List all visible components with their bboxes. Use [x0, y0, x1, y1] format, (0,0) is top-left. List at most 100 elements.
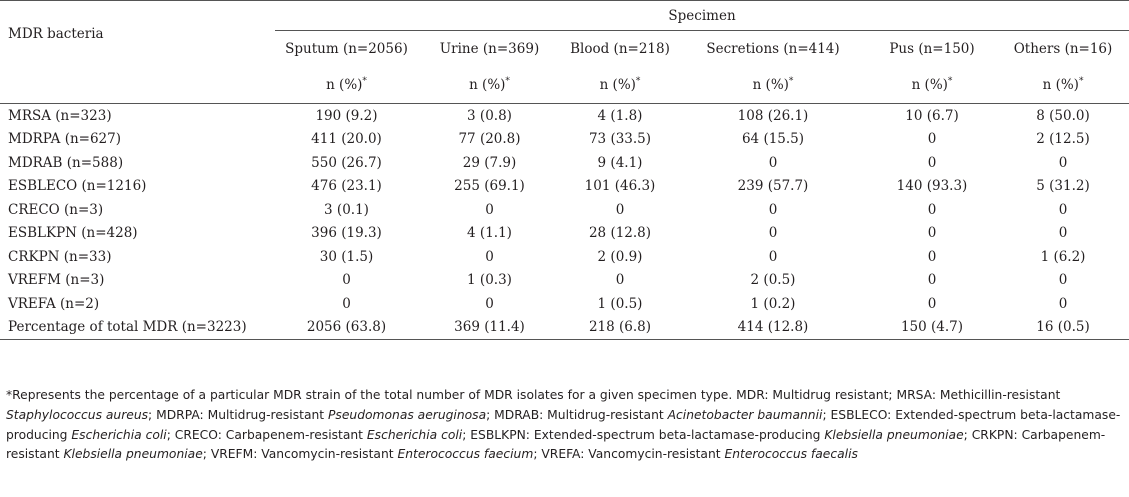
- table-cell: 0: [1058, 201, 1068, 218]
- footnote-text: ; VREFM: Vancomycin-resistant: [202, 447, 398, 462]
- table-cell: 29 (7.9): [462, 154, 517, 171]
- footnote-text: ; CRECO: Carbapenem-resistant: [166, 427, 367, 442]
- table-row: ESBLKPN (n=428) 396 (19.3) 4 (1.1) 28 (12.8…: [0, 222, 1129, 246]
- table-row: VREFM (n=3) 0 1 (0.3) 0 2 (0.5) 0 0: [0, 269, 1129, 293]
- table-cell: 30 (1.5): [319, 248, 374, 265]
- table-cell: 28 (12.8): [588, 225, 652, 242]
- table-cell: 2 (0.5): [750, 272, 796, 289]
- table-cell: 150 (4.7): [867, 315, 997, 340]
- column-header-row: Sputum (n=2056) Urine (n=369) Blood (n=2…: [0, 31, 1129, 68]
- table-cell: 0: [485, 201, 494, 218]
- table-row: MDRPA (n=627) 411 (20.0) 77 (20.8) 73 (33.5…: [0, 128, 1129, 152]
- stub-header: MDR bacteria: [0, 0, 275, 67]
- table-cell: 1 (0.5): [597, 295, 643, 312]
- footnote-italic-term: Klebsiella pneumoniae: [824, 427, 964, 442]
- table-cell: 0: [485, 248, 494, 265]
- footnote-text: *Represents the percentage of a particul…: [6, 388, 1061, 402]
- table-cell: 0: [615, 201, 625, 218]
- table-cell: 255 (69.1): [454, 178, 525, 195]
- table-cell: 2 (0.9): [597, 248, 643, 265]
- table-cell: 0: [768, 225, 778, 242]
- footnote-text: ; ESBLKPN: Extended-spectrum beta-lactam…: [462, 427, 825, 442]
- unit-label: n (%): [911, 77, 948, 93]
- table-cell: 0: [768, 248, 778, 265]
- footnote-italic-term: Enterococcus faecium: [397, 447, 534, 462]
- table-cell: 3 (0.8): [467, 107, 512, 124]
- table-cell: 218 (6.8): [561, 315, 679, 340]
- unit-label: n (%): [599, 77, 636, 93]
- table-row: MRSA (n=323) 190 (9.2) 3 (0.8) 4 (1.8) 108 (…: [0, 104, 1129, 128]
- footnote-italic-term: Pseudomonas aeruginosa: [328, 407, 487, 422]
- row-label: MDRAB (n=588): [8, 154, 124, 171]
- table-cell: 77 (20.8): [458, 131, 521, 148]
- unit-row-stub: [0, 67, 275, 104]
- footnote-text: ; MDRPA: Multidrug-resistant: [148, 407, 329, 422]
- footnote-italic-term: Escherichia coli: [71, 427, 167, 442]
- table-cell: 0: [485, 295, 494, 312]
- column-header: Blood (n=218): [570, 41, 670, 57]
- unit-mark: *: [505, 76, 510, 87]
- footnote-italic-term: Escherichia coli: [366, 427, 463, 442]
- table-cell: 10 (6.7): [905, 107, 959, 124]
- table-cell: 239 (57.7): [737, 178, 809, 195]
- table-cell: 101 (46.3): [584, 178, 656, 195]
- unit-mark: *: [947, 76, 953, 87]
- unit-label: n (%): [469, 77, 506, 93]
- table-cell: 550 (26.7): [311, 154, 382, 171]
- mdr-table: MDR bacteria Specimen Sputum (n=2056) Ur…: [0, 0, 1129, 340]
- footnote-italic-term: Klebsiella pneumoniae: [63, 447, 203, 462]
- table-cell: 140 (93.3): [896, 178, 968, 195]
- table-cell: 411 (20.0): [311, 131, 382, 148]
- table-cell: 1 (6.2): [1040, 248, 1086, 265]
- footnote-italic-term: Enterococcus faecalis: [724, 447, 858, 462]
- table-row: CRKPN (n=33) 30 (1.5) 0 2 (0.9) 0 0 1 (6.2): [0, 245, 1129, 269]
- footnote-text: ; VREFA: Vancomycin-resistant: [533, 447, 725, 462]
- table-row: Percentage of total MDR (n=3223) 2056 (63…: [0, 315, 1129, 340]
- unit-label: n (%): [326, 77, 363, 93]
- column-header: Pus (n=150): [889, 41, 975, 57]
- table-cell: 4 (1.8): [597, 107, 643, 124]
- footnote-italic-term: Acinetobacter baumannii: [667, 407, 823, 422]
- row-label: ESBLKPN (n=428): [8, 225, 138, 242]
- table-cell: 0: [342, 272, 351, 289]
- table-cell: 1 (0.3): [467, 272, 512, 289]
- unit-label: n (%): [752, 77, 789, 93]
- footnote-text: ; ESBLECO: Extended-spectrum beta-lactam…: [6, 407, 1121, 442]
- table-cell: 0: [927, 201, 937, 218]
- footnote-text: ; MDRAB: Multidrug-resistant: [486, 407, 668, 422]
- table-cell: 1 (0.2): [750, 295, 796, 312]
- table-cell: 73 (33.5): [588, 131, 652, 148]
- column-header: Urine (n=369): [439, 41, 540, 57]
- table-cell: 369 (11.4): [418, 315, 561, 340]
- row-label: VREFA (n=2): [8, 295, 100, 312]
- unit-mark: *: [788, 76, 794, 87]
- table-cell: 9 (4.1): [597, 154, 643, 171]
- table-cell: 0: [1058, 272, 1068, 289]
- table-cell: 0: [768, 201, 778, 218]
- footnote-italic-term: Staphylococcus aureus: [6, 407, 149, 422]
- table-row: CRECO (n=3) 3 (0.1) 0 0 0 0 0: [0, 198, 1129, 222]
- unit-cell: n (%)*: [418, 67, 561, 104]
- unit-mark: *: [362, 76, 367, 87]
- footnote-text: ; CRKPN: Carbapenem-resistant: [6, 427, 1106, 462]
- table-cell: 8 (50.0): [1036, 107, 1090, 124]
- unit-cell: n (%)*: [275, 67, 418, 104]
- table-cell: 0: [1058, 225, 1068, 242]
- table-cell: 0: [615, 272, 625, 289]
- unit-cell: n (%)*: [561, 67, 679, 104]
- table-cell: 0: [927, 225, 937, 242]
- unit-row: n (%)* n (%)* n (%)* n (%)* n (%)* n (%)…: [0, 67, 1129, 104]
- table-container: MDR bacteria Specimen Sputum (n=2056) Ur…: [0, 0, 1129, 340]
- unit-label: n (%): [1042, 77, 1079, 93]
- unit-cell: n (%)*: [867, 67, 997, 104]
- table-footnote: *Represents the percentage of a particul…: [6, 386, 1124, 465]
- row-label: ESBLECO (n=1216): [8, 178, 147, 195]
- table-cell: 0: [927, 272, 937, 289]
- column-header: Sputum (n=2056): [285, 41, 408, 57]
- specimen-group-header: Specimen: [275, 0, 1129, 31]
- table-cell: 396 (19.3): [311, 225, 382, 242]
- table-cell: 0: [1058, 154, 1068, 171]
- table-cell: 0: [927, 154, 937, 171]
- row-label: CRKPN (n=33): [8, 248, 112, 265]
- table-body: MRSA (n=323) 190 (9.2) 3 (0.8) 4 (1.8) 108 (…: [0, 104, 1129, 340]
